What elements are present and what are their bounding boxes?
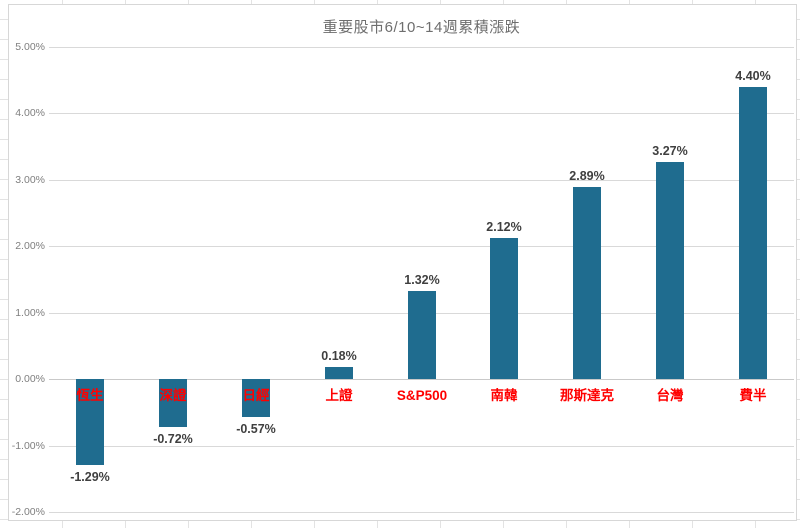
y-axis-tick-label: 1.00% <box>15 307 45 319</box>
gridline <box>49 47 794 48</box>
y-axis-tick-label: 0.00% <box>15 373 45 385</box>
bar-value-label: 1.32% <box>404 273 440 287</box>
bar <box>490 238 518 379</box>
chart-title: 重要股市6/10~14週累積漲跌 <box>322 19 521 36</box>
chart-frame: 重要股市6/10~14週累積漲跌 5.00% 4.00% 3.00% 2.00% 1.0… <box>8 4 797 521</box>
y-axis-tick-label: 5.00% <box>15 41 45 53</box>
bar-value-label: 2.12% <box>486 220 522 234</box>
bar <box>573 187 601 379</box>
category-label: 台灣 <box>656 388 684 403</box>
bar <box>739 87 767 379</box>
bar <box>159 379 187 427</box>
y-axis-tick-label: -1.00% <box>11 440 45 452</box>
category-label: 恆生 <box>76 388 104 403</box>
bar <box>656 162 684 379</box>
bar-value-label: 4.40% <box>735 69 771 83</box>
plot-area: 5.00% 4.00% 3.00% 2.00% 1.00% 0.00% -1.00% -2.0… <box>9 5 796 520</box>
category-label: 上證 <box>325 388 353 403</box>
bar-value-label: 2.89% <box>569 169 605 183</box>
bar <box>76 379 104 465</box>
y-axis-tick-label: 2.00% <box>15 240 45 252</box>
y-axis-tick-label: -2.00% <box>11 506 45 518</box>
bar-value-label: 3.27% <box>652 144 688 158</box>
bar <box>242 379 270 417</box>
gridline <box>49 512 794 513</box>
category-label: 費半 <box>739 388 767 403</box>
gridline <box>49 113 794 114</box>
gridline <box>49 180 794 181</box>
bar <box>325 367 353 379</box>
y-axis-tick-label: 4.00% <box>15 107 45 119</box>
bar-value-label: -0.72% <box>153 432 193 446</box>
gridline <box>49 379 794 380</box>
gridline <box>49 246 794 247</box>
gridline <box>49 446 794 447</box>
bar-value-label: -0.57% <box>236 422 276 436</box>
category-label: S&P500 <box>396 388 448 403</box>
category-label: 南韓 <box>490 388 518 403</box>
category-label: 那斯達克 <box>560 388 614 403</box>
y-axis-tick-label: 3.00% <box>15 174 45 186</box>
bar-value-label: -1.29% <box>70 470 110 484</box>
category-label: 日經 <box>242 388 270 403</box>
category-label: 深證 <box>159 388 187 403</box>
bar <box>408 291 436 379</box>
bar-value-label: 0.18% <box>321 349 357 363</box>
